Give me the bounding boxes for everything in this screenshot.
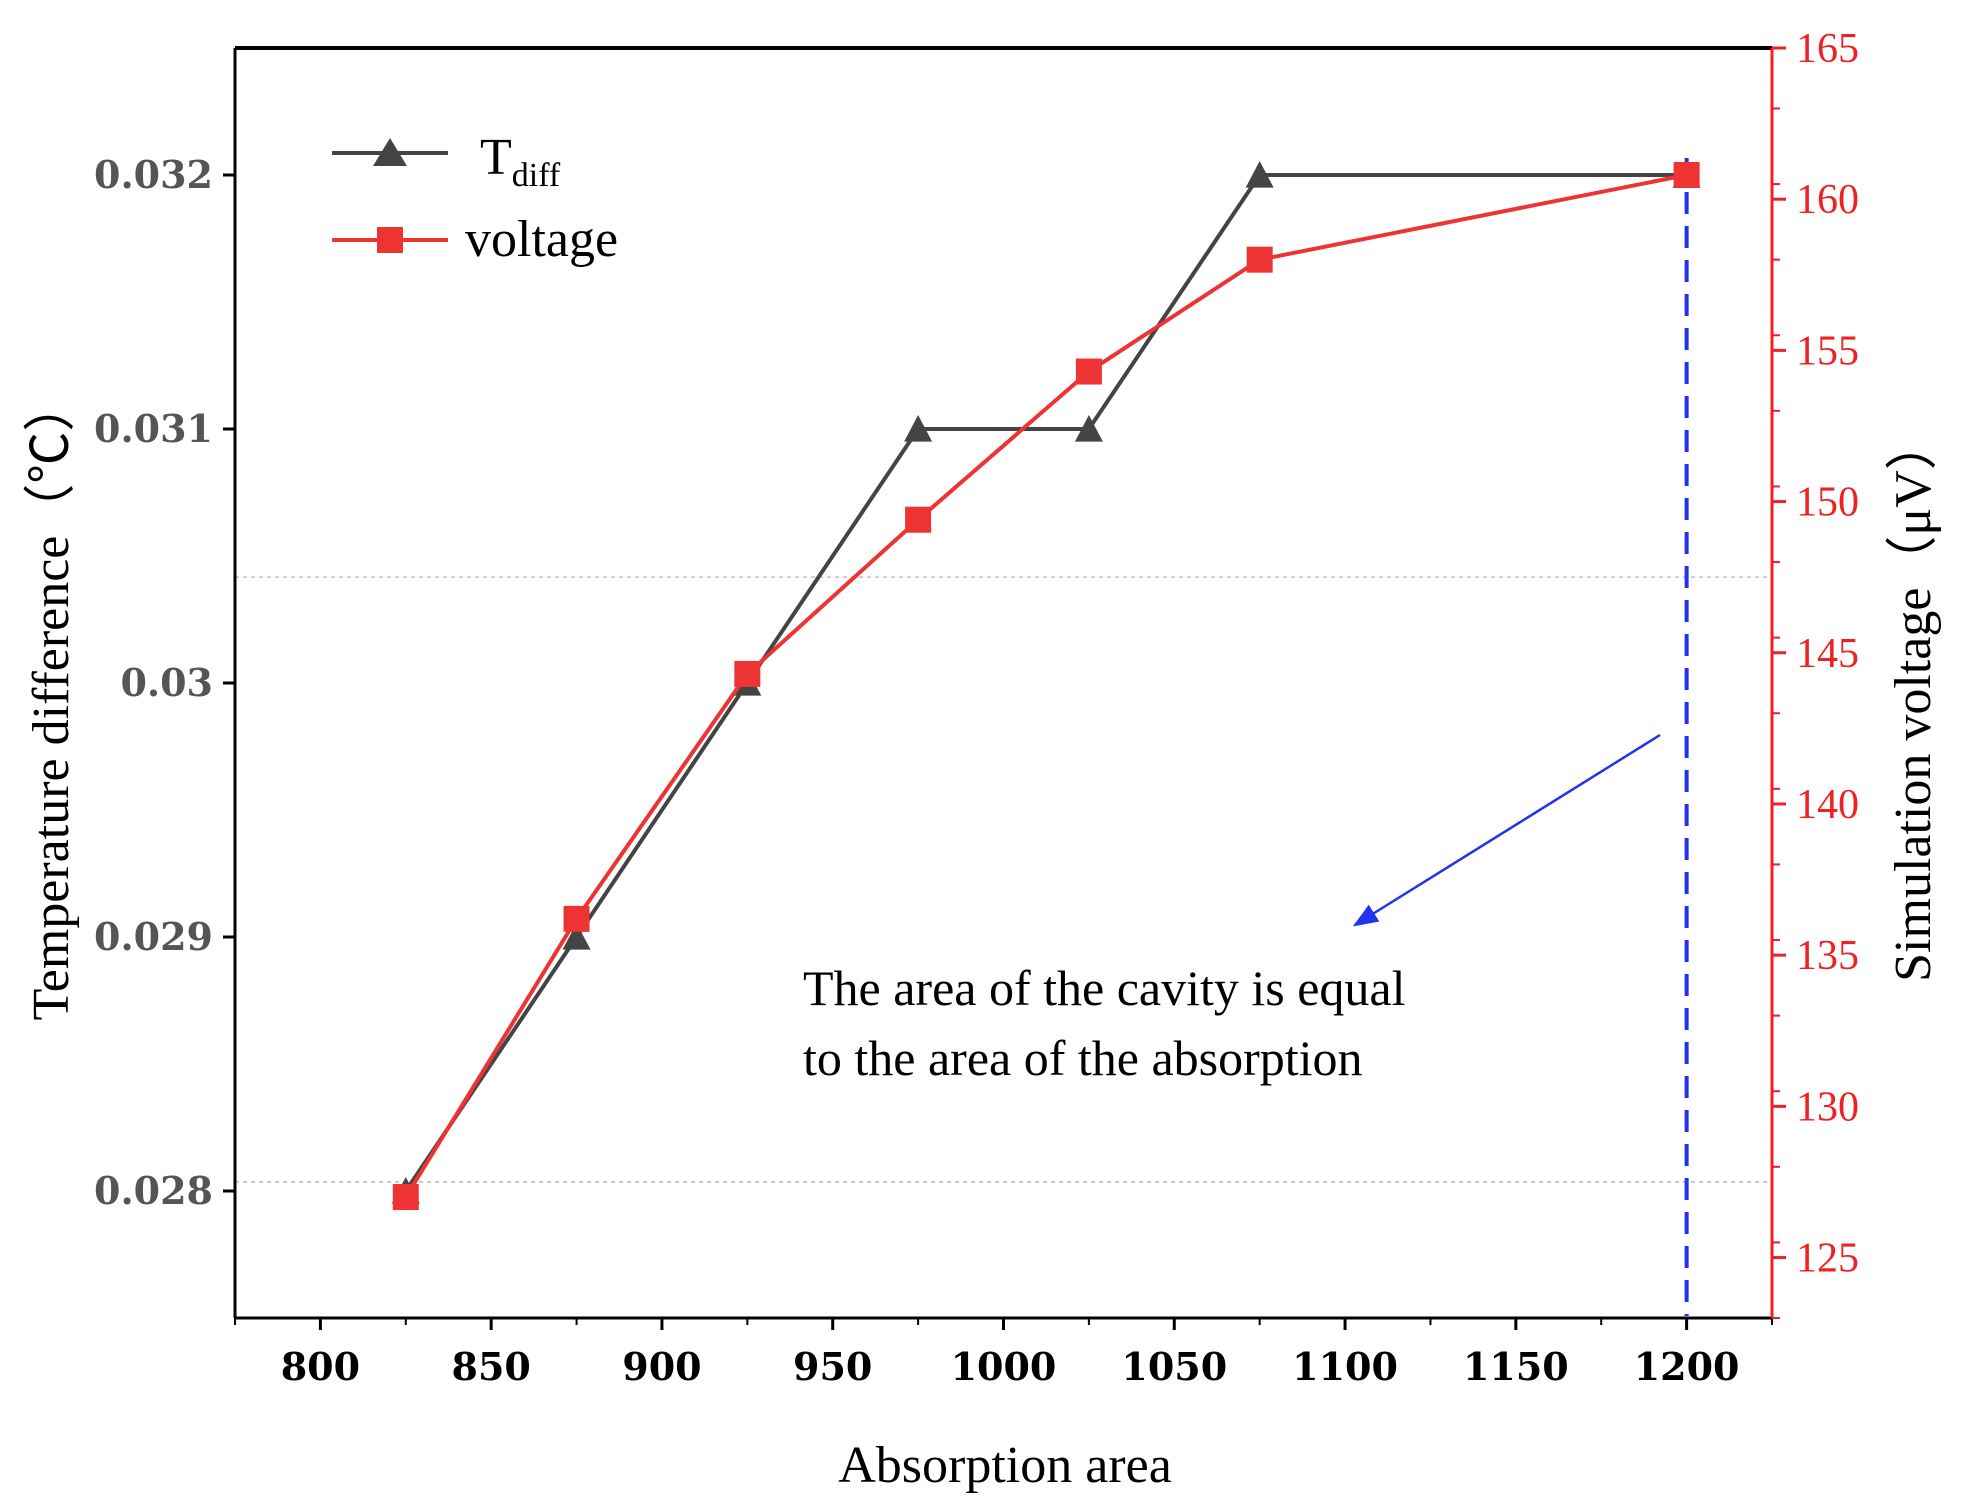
- y-left-tick-label-0.028: 0.028: [94, 1168, 213, 1213]
- voltage-point-5: [1246, 246, 1273, 273]
- y-axis-left-title: Temperature difference（℃）: [23, 380, 80, 1021]
- x-tick-label-1050: 1050: [1121, 1344, 1227, 1389]
- y-left-tick-label-0.03: 0.03: [120, 660, 213, 705]
- x-tick-label-800: 800: [281, 1344, 360, 1389]
- annotation-line-1: The area of the cavity is equal: [803, 960, 1406, 1016]
- y-right-tick-label-150: 150: [1796, 480, 1859, 526]
- legend: Tdiff voltage: [332, 129, 618, 268]
- series-layer: [391, 161, 1701, 1211]
- voltage-point-3: [905, 506, 932, 533]
- tdiff-point-3: [904, 415, 933, 442]
- y-left-tick-label-0.031: 0.031: [94, 406, 213, 451]
- y-left-tick-label-0.032: 0.032: [94, 152, 213, 197]
- legend-tdiff-marker: [373, 138, 407, 166]
- x-tick-label-1200: 1200: [1634, 1344, 1740, 1389]
- x-axis-title: Absorption area: [838, 1437, 1172, 1494]
- y-right-tick-label-145: 145: [1796, 631, 1859, 677]
- y-left-tick-label-0.029: 0.029: [94, 914, 213, 959]
- tdiff-point-4: [1074, 415, 1103, 442]
- tdiff-point-1: [562, 923, 591, 950]
- annotation: The area of the cavity is equal to the a…: [803, 733, 1661, 1086]
- voltage-point-1: [563, 905, 590, 932]
- legend-tdiff-subscript: diff: [512, 157, 561, 194]
- legend-tdiff-name: T: [480, 129, 512, 186]
- y-right-tick-label-165: 165: [1796, 26, 1859, 72]
- voltage-point-0: [392, 1184, 419, 1211]
- y-axis-right-title: Simulation voltage（μV）: [1885, 418, 1942, 982]
- tdiff-point-5: [1245, 161, 1274, 188]
- gridlines: [235, 576, 1772, 1183]
- y-right-tick-label-135: 135: [1796, 933, 1859, 979]
- x-tick-label-1000: 1000: [951, 1344, 1057, 1389]
- x-tick-label-850: 850: [452, 1344, 531, 1389]
- y-right-tick-label-160: 160: [1796, 177, 1859, 223]
- voltage-point-4: [1075, 358, 1102, 385]
- x-tick-label-1150: 1150: [1463, 1344, 1569, 1389]
- x-tick-label-900: 900: [622, 1344, 701, 1389]
- legend-voltage-label: voltage: [465, 211, 618, 268]
- legend-voltage-marker: [377, 227, 403, 253]
- y-right-tick-label-140: 140: [1796, 782, 1859, 828]
- annotation-arrow: [1352, 733, 1661, 927]
- voltage-point-6: [1673, 162, 1700, 188]
- y-right-tick-label-155: 155: [1796, 328, 1859, 374]
- tick-labels: 800 850 900 950 1000 1050 1100 1150 1200 0.028 0.0…: [94, 26, 1859, 1389]
- y-right-tick-label-125: 125: [1796, 1236, 1859, 1282]
- y-right-tick-label-130: 130: [1796, 1084, 1859, 1130]
- tick-marks: [223, 46, 1786, 1330]
- x-tick-label-1100: 1100: [1292, 1344, 1398, 1389]
- x-tick-label-950: 950: [793, 1344, 872, 1389]
- voltage-point-2: [734, 660, 761, 687]
- legend-tdiff-label: Tdiff: [480, 129, 561, 194]
- annotation-line-2: to the area of the absorption: [803, 1030, 1363, 1086]
